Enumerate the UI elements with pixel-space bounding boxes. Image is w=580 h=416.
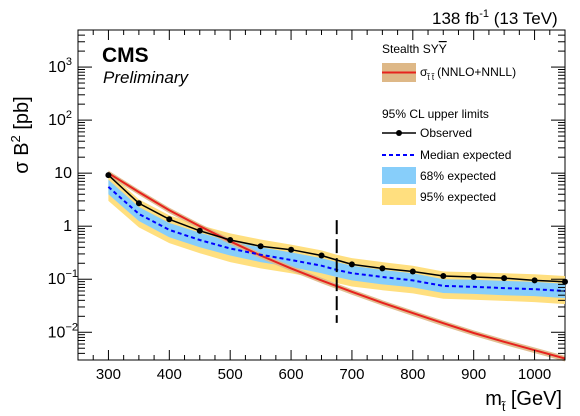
ticks-layer: 300 400 500 600 700 800 900 100010310210110−110… xyxy=(48,29,566,383)
observed-point xyxy=(196,227,203,234)
y-axis-label: σ B2 [pb] xyxy=(8,96,33,173)
legend-theory-label: σt̃ t̃ (NNLO+NNLL) xyxy=(420,65,516,82)
y-tick-label: 102 xyxy=(48,109,72,129)
legend-band95-label: 95% expected xyxy=(420,190,496,204)
legend-model-title: Stealth SYY xyxy=(382,42,447,56)
legend-median-label: Median expected xyxy=(420,148,511,162)
observed-point xyxy=(379,265,386,272)
observed-point xyxy=(105,172,112,179)
experiment-label: CMS xyxy=(102,44,149,67)
y-tick-label: 10−2 xyxy=(48,321,78,341)
y-tick-label: 1 xyxy=(63,218,72,235)
observed-point xyxy=(257,243,264,250)
x-tick-label: 300 xyxy=(96,366,121,383)
legend-observed-label: Observed xyxy=(420,126,472,140)
x-tick-label: 700 xyxy=(339,366,364,383)
x-tick-label: 600 xyxy=(279,366,304,383)
observed-point xyxy=(135,200,142,207)
observed-point xyxy=(288,246,295,253)
y-tick-label: 103 xyxy=(48,56,72,76)
observed-point xyxy=(501,275,508,282)
observed-point xyxy=(166,216,173,223)
legend: Stealth SYY σt̃ t̃ (NNLO+NNLL) 95% CL upp… xyxy=(382,42,516,205)
x-tick-label: 1000 xyxy=(518,366,551,383)
x-tick-label: 900 xyxy=(461,366,486,383)
observed-point xyxy=(348,261,355,268)
lumi-label: 138 fb-1 (13 TeV) xyxy=(432,8,558,28)
x-tick-label: 800 xyxy=(400,366,425,383)
x-tick-label: 500 xyxy=(218,366,243,383)
legend-limits-title: 95% CL upper limits xyxy=(382,107,489,121)
x-tick-label: 400 xyxy=(157,366,182,383)
legend-band95-swatch xyxy=(382,188,416,205)
lines-layer xyxy=(105,172,568,360)
y-tick-label: 10 xyxy=(54,165,72,182)
status-label: Preliminary xyxy=(103,68,190,87)
observed-point xyxy=(227,237,234,243)
y-tick-label: 10−1 xyxy=(48,268,78,288)
observed-point xyxy=(409,268,416,275)
observed-point xyxy=(318,252,325,259)
observed-point xyxy=(531,277,538,284)
observed-point xyxy=(440,273,447,279)
legend-band68-label: 68% expected xyxy=(420,169,496,183)
x-axis-label: mt̃ [GeV] xyxy=(485,388,562,414)
observed-point xyxy=(470,274,477,280)
legend-band68-swatch xyxy=(382,167,416,184)
legend-observed-marker xyxy=(396,130,402,136)
